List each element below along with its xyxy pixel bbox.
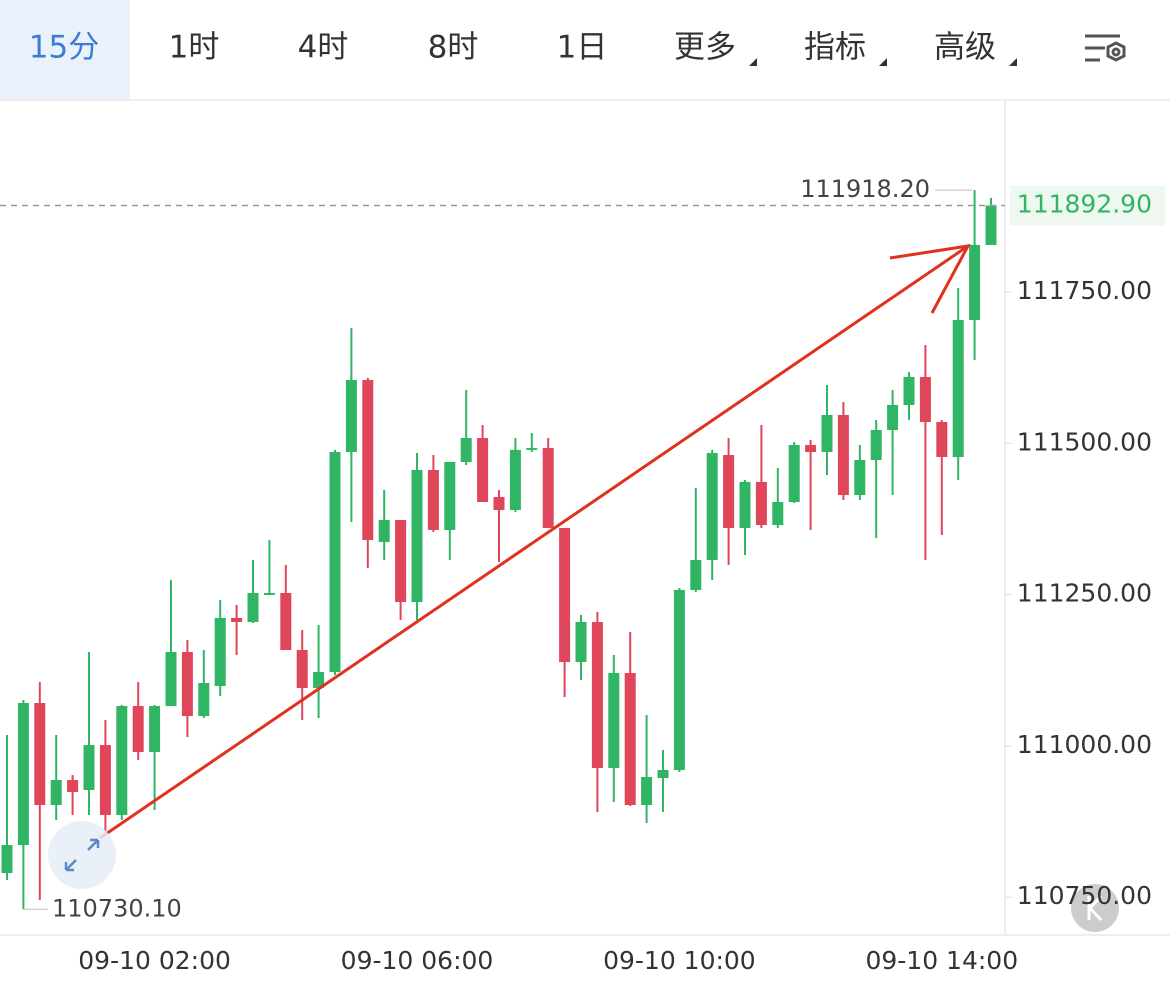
tab[interactable]: 8时 bbox=[428, 30, 479, 66]
candle-body bbox=[493, 496, 505, 510]
settings-icon[interactable] bbox=[1085, 34, 1126, 62]
candle-body bbox=[755, 481, 767, 526]
candle-body bbox=[165, 651, 177, 707]
x-tick-label: 09-10 14:00 bbox=[865, 946, 1018, 975]
tab[interactable]: 更多 bbox=[674, 30, 736, 66]
tab[interactable]: 指标 bbox=[804, 30, 866, 66]
candle-body bbox=[723, 454, 735, 528]
candle-body bbox=[345, 379, 357, 453]
candle-body bbox=[231, 617, 243, 622]
candle-body bbox=[969, 244, 981, 321]
y-tick-label: 111000.00 bbox=[1017, 730, 1152, 759]
candle-body bbox=[821, 414, 833, 453]
candle-body bbox=[624, 672, 636, 805]
candle-body bbox=[837, 414, 849, 495]
candle-body bbox=[280, 592, 292, 650]
candle-body bbox=[657, 770, 669, 778]
y-tick-label: 111500.00 bbox=[1017, 427, 1152, 456]
candle-body bbox=[149, 706, 161, 753]
candle-body bbox=[67, 779, 79, 792]
candle-body bbox=[427, 469, 439, 530]
tab[interactable]: 1日 bbox=[557, 30, 608, 66]
y-tick-label: 111750.00 bbox=[1017, 276, 1152, 305]
candle-body bbox=[788, 444, 800, 503]
candle-body bbox=[247, 592, 259, 622]
candle-body bbox=[903, 376, 915, 405]
candle-body bbox=[444, 461, 456, 530]
candle-body bbox=[854, 460, 866, 495]
candle-body bbox=[411, 469, 423, 602]
candle-body bbox=[329, 452, 341, 673]
candle-body bbox=[673, 589, 685, 771]
x-tick-label: 09-10 10:00 bbox=[603, 946, 756, 975]
candle-body bbox=[542, 447, 554, 528]
candle-body bbox=[706, 452, 718, 560]
x-tick-label: 09-10 06:00 bbox=[341, 946, 494, 975]
y-tick-label: 111250.00 bbox=[1017, 579, 1152, 608]
dropdown-caret bbox=[1009, 58, 1017, 66]
candle-body bbox=[887, 404, 899, 430]
candle-body bbox=[526, 447, 538, 450]
max-label: 111918.20 bbox=[800, 175, 930, 203]
tab[interactable]: 15分 bbox=[29, 30, 99, 66]
candle-body bbox=[739, 481, 751, 528]
candle-body bbox=[477, 437, 489, 503]
candle-body bbox=[83, 745, 95, 790]
trend-arrow-head bbox=[889, 244, 971, 314]
last-price-label: 111892.90 bbox=[1017, 189, 1152, 218]
candle-body bbox=[591, 621, 603, 769]
candle-body bbox=[936, 421, 948, 457]
candle-body bbox=[985, 205, 997, 245]
tab[interactable]: 4时 bbox=[298, 30, 349, 66]
candle-body bbox=[1, 844, 13, 874]
candle-body bbox=[116, 706, 128, 815]
candle-body bbox=[99, 745, 111, 815]
candle-body bbox=[214, 617, 226, 687]
candle-body bbox=[395, 519, 407, 602]
candle-body bbox=[509, 449, 521, 510]
dropdown-caret bbox=[879, 58, 887, 66]
candle-body bbox=[181, 651, 193, 717]
candle-body bbox=[559, 527, 571, 663]
last-price-box bbox=[1010, 185, 1165, 226]
active-tab bbox=[0, 0, 130, 99]
candle-body bbox=[870, 429, 882, 461]
candle-body bbox=[313, 672, 325, 688]
candle-body bbox=[772, 502, 784, 526]
candle-body bbox=[362, 379, 374, 541]
tab[interactable]: 高级 bbox=[934, 30, 996, 66]
candle-body bbox=[263, 592, 275, 595]
plot bbox=[1, 190, 997, 910]
candle-body bbox=[132, 706, 144, 753]
trend-arrow bbox=[99, 244, 969, 840]
tab[interactable]: 1时 bbox=[169, 30, 220, 66]
candle-body bbox=[805, 444, 817, 453]
dropdown-caret bbox=[749, 58, 757, 66]
candle-body bbox=[919, 376, 931, 422]
candle-body bbox=[690, 559, 702, 590]
candle-body bbox=[296, 649, 308, 688]
candle-body bbox=[17, 703, 29, 845]
k-button[interactable] bbox=[1071, 884, 1119, 932]
min-label: 110730.10 bbox=[52, 894, 182, 922]
candle-body bbox=[575, 621, 587, 663]
y-tick-label: 110750.00 bbox=[1017, 881, 1152, 910]
candle-body bbox=[378, 519, 390, 543]
candle-body bbox=[460, 437, 472, 462]
candle-body bbox=[608, 672, 620, 769]
candle-body bbox=[34, 703, 46, 805]
candle-body bbox=[641, 777, 653, 805]
candle-body bbox=[198, 683, 210, 717]
x-tick-label: 09-10 02:00 bbox=[78, 946, 231, 975]
candle-body bbox=[952, 320, 964, 457]
expand-button[interactable] bbox=[48, 821, 116, 889]
candle-body bbox=[50, 779, 62, 805]
